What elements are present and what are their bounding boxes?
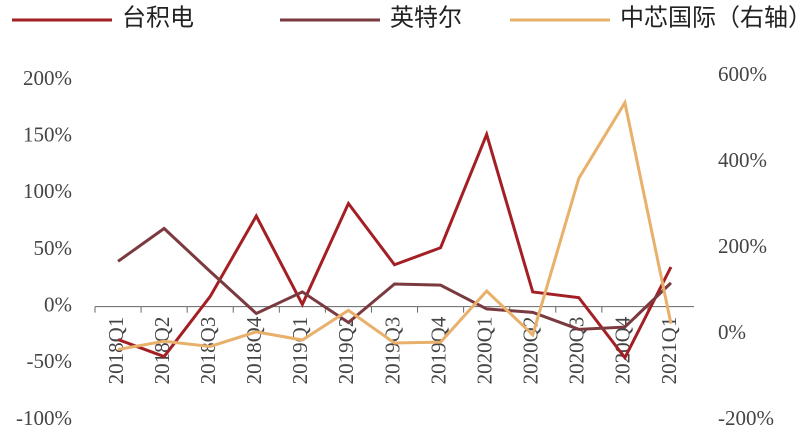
x-tick-label: 2019Q3 xyxy=(380,317,404,385)
x-tick-label: 2019Q2 xyxy=(334,317,358,385)
series-line xyxy=(117,129,673,361)
x-tick-label: 2018Q1 xyxy=(104,317,128,385)
x-tick-label: 2020Q1 xyxy=(472,317,496,385)
legend-label: 英特尔 xyxy=(390,5,462,32)
legend-label: 台积电 xyxy=(122,5,194,32)
x-tick-label: 2019Q4 xyxy=(426,316,450,384)
y2-tick-label: 400% xyxy=(718,148,767,172)
y-tick-label: 150% xyxy=(23,122,72,146)
series-line xyxy=(117,226,673,331)
y-tick-label: -50% xyxy=(27,349,73,373)
y2-tick-label: 200% xyxy=(718,234,767,258)
x-tick-label: 2018Q4 xyxy=(242,316,266,384)
y-tick-label: 50% xyxy=(34,236,73,260)
y2-tick-label: 0% xyxy=(718,320,746,344)
series-line xyxy=(117,98,673,351)
legend-label: 中芯国际（右轴） xyxy=(620,5,800,32)
y-tick-label: 100% xyxy=(23,179,72,203)
y-tick-label: 200% xyxy=(23,66,72,90)
x-tick-label: 2019Q1 xyxy=(288,317,312,385)
y-tick-label: 0% xyxy=(44,292,72,316)
x-tick-label: 2021Q1 xyxy=(657,317,681,385)
x-tick-label: 2018Q3 xyxy=(196,317,220,385)
y2-tick-label: -200% xyxy=(718,406,774,430)
y2-tick-label: 600% xyxy=(718,62,767,86)
x-tick-label: 2020Q2 xyxy=(519,317,543,385)
y-tick-label: -100% xyxy=(16,406,72,430)
